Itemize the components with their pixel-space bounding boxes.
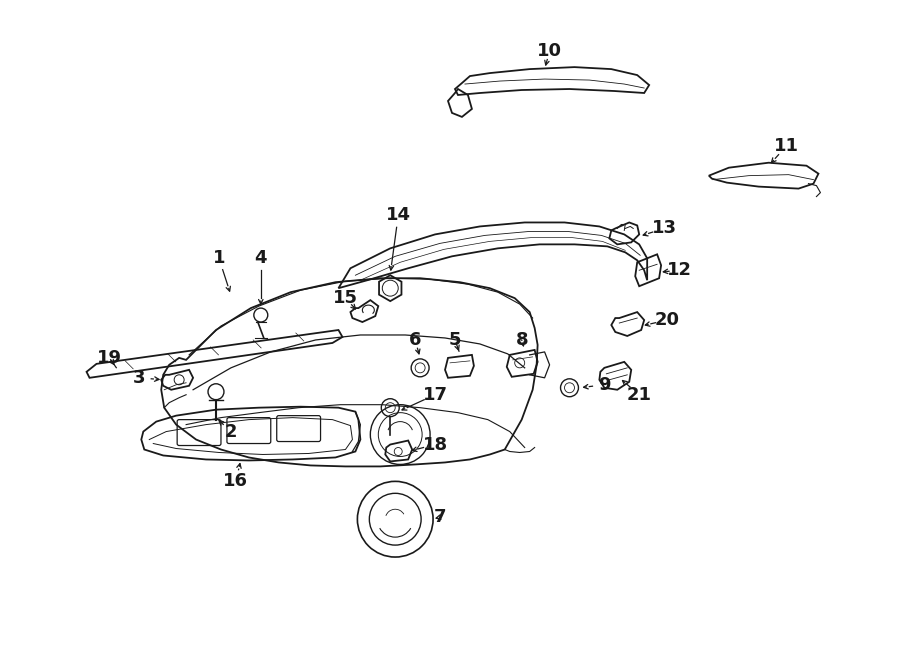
Text: 5: 5 — [449, 331, 461, 349]
Text: 19: 19 — [97, 349, 122, 367]
Text: 17: 17 — [423, 386, 447, 404]
Text: 20: 20 — [654, 311, 680, 329]
Text: 3: 3 — [133, 369, 146, 387]
Text: 12: 12 — [667, 261, 691, 279]
Text: 11: 11 — [774, 137, 799, 155]
Text: 14: 14 — [386, 206, 410, 225]
Text: 2: 2 — [225, 422, 238, 441]
Text: 7: 7 — [434, 508, 446, 526]
Text: 15: 15 — [333, 289, 358, 307]
Text: 4: 4 — [255, 249, 267, 267]
Text: 6: 6 — [409, 331, 421, 349]
Text: 9: 9 — [598, 375, 610, 394]
Text: 16: 16 — [223, 473, 248, 490]
Text: 8: 8 — [516, 331, 528, 349]
Text: 13: 13 — [652, 219, 677, 237]
Text: 10: 10 — [537, 42, 562, 60]
Text: 18: 18 — [422, 436, 447, 453]
Text: 1: 1 — [212, 249, 225, 267]
Text: 21: 21 — [626, 386, 652, 404]
